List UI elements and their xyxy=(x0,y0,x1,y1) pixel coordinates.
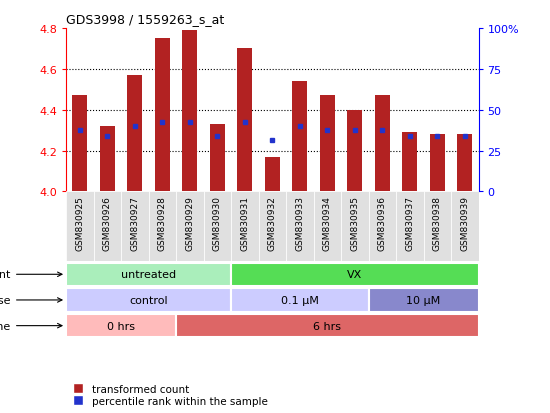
FancyBboxPatch shape xyxy=(231,192,258,262)
Text: GSM830927: GSM830927 xyxy=(130,195,139,250)
Text: untreated: untreated xyxy=(121,270,176,280)
Text: GSM830939: GSM830939 xyxy=(460,195,469,250)
FancyBboxPatch shape xyxy=(341,192,368,262)
Bar xyxy=(292,82,307,192)
FancyBboxPatch shape xyxy=(231,263,478,286)
Text: 10 μM: 10 μM xyxy=(406,295,441,305)
Bar xyxy=(237,49,252,192)
Bar xyxy=(210,125,225,192)
Text: GSM830931: GSM830931 xyxy=(240,195,249,250)
FancyBboxPatch shape xyxy=(258,192,286,262)
Text: GSM830932: GSM830932 xyxy=(268,195,277,250)
Text: GSM830926: GSM830926 xyxy=(103,195,112,250)
Text: GSM830937: GSM830937 xyxy=(405,195,414,250)
FancyBboxPatch shape xyxy=(424,192,451,262)
Text: GSM830935: GSM830935 xyxy=(350,195,359,250)
FancyBboxPatch shape xyxy=(94,192,121,262)
Text: GSM830934: GSM830934 xyxy=(323,195,332,250)
Text: GDS3998 / 1559263_s_at: GDS3998 / 1559263_s_at xyxy=(66,13,224,26)
Text: GSM830930: GSM830930 xyxy=(213,195,222,250)
FancyBboxPatch shape xyxy=(286,192,313,262)
FancyBboxPatch shape xyxy=(66,314,176,337)
Text: GSM830925: GSM830925 xyxy=(75,195,84,250)
FancyBboxPatch shape xyxy=(451,192,478,262)
Text: GSM830929: GSM830929 xyxy=(185,195,194,250)
FancyBboxPatch shape xyxy=(66,289,231,312)
Legend: transformed count, percentile rank within the sample: transformed count, percentile rank withi… xyxy=(71,382,270,408)
Text: GSM830928: GSM830928 xyxy=(158,195,167,250)
Bar xyxy=(265,157,280,192)
Bar xyxy=(100,127,115,192)
FancyBboxPatch shape xyxy=(121,192,148,262)
FancyBboxPatch shape xyxy=(368,289,478,312)
Bar xyxy=(402,133,417,192)
FancyBboxPatch shape xyxy=(314,192,341,262)
FancyBboxPatch shape xyxy=(176,192,204,262)
Bar xyxy=(457,135,472,192)
Text: VX: VX xyxy=(347,270,362,280)
Bar xyxy=(347,110,362,192)
FancyBboxPatch shape xyxy=(148,192,176,262)
Bar xyxy=(127,76,142,192)
Text: dose: dose xyxy=(0,295,62,305)
FancyBboxPatch shape xyxy=(204,192,231,262)
FancyBboxPatch shape xyxy=(66,263,231,286)
Text: GSM830933: GSM830933 xyxy=(295,195,304,250)
Text: control: control xyxy=(129,295,168,305)
Text: time: time xyxy=(0,321,62,331)
Bar xyxy=(72,96,87,192)
FancyBboxPatch shape xyxy=(396,192,424,262)
Bar xyxy=(182,31,197,192)
Text: 0 hrs: 0 hrs xyxy=(107,321,135,331)
FancyBboxPatch shape xyxy=(231,289,368,312)
Bar xyxy=(320,96,335,192)
Text: 0.1 μM: 0.1 μM xyxy=(281,295,318,305)
Text: GSM830936: GSM830936 xyxy=(378,195,387,250)
Text: GSM830938: GSM830938 xyxy=(433,195,442,250)
FancyBboxPatch shape xyxy=(368,192,396,262)
Bar xyxy=(155,39,170,192)
Bar xyxy=(375,96,390,192)
Text: agent: agent xyxy=(0,270,62,280)
FancyBboxPatch shape xyxy=(176,314,478,337)
FancyBboxPatch shape xyxy=(66,192,94,262)
Bar xyxy=(430,135,445,192)
Text: 6 hrs: 6 hrs xyxy=(314,321,341,331)
